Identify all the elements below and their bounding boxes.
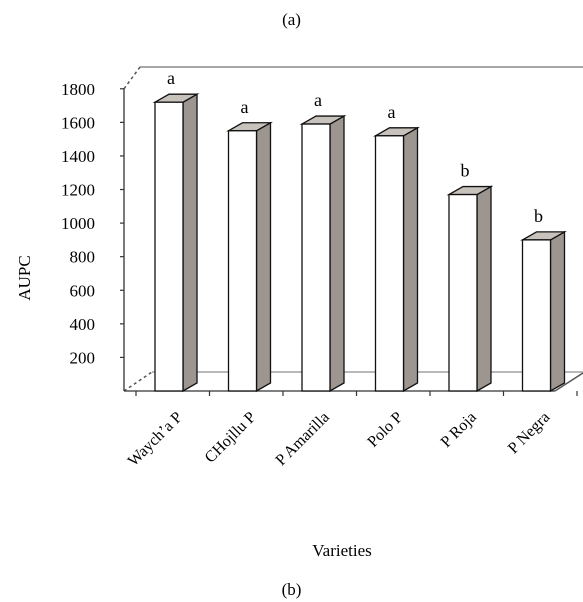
figure-caption-top: (a)	[282, 10, 301, 29]
bar-side-face	[476, 185, 492, 393]
bar-side-face	[402, 126, 419, 393]
bar-side-face	[255, 121, 272, 393]
chart-frame	[123, 66, 583, 392]
y-tick-label: 1200	[61, 181, 95, 200]
bar-front-face	[374, 135, 405, 392]
significance-label: a	[314, 90, 322, 110]
figure-caption-bottom: (b)	[281, 580, 302, 599]
bar-front-face	[154, 101, 184, 392]
bar-side-face	[329, 114, 345, 393]
y-tick-label: 200	[70, 348, 96, 367]
bar	[373, 126, 420, 393]
category-label: Waych’a P	[125, 409, 186, 470]
back-wall-left-edge	[123, 66, 141, 90]
significance-label: b	[461, 161, 470, 181]
floor-left-edge	[123, 371, 153, 392]
floor-right-edge	[554, 372, 583, 392]
significance-label: b	[534, 206, 543, 226]
significance-label: a	[241, 97, 249, 117]
bar	[520, 230, 567, 393]
bars	[152, 93, 567, 393]
bar-front-face	[301, 123, 331, 392]
category-label: P Amarilla	[273, 409, 333, 469]
y-tick-label: 1000	[61, 214, 95, 233]
bar	[226, 121, 273, 393]
y-tick-label: 1800	[61, 80, 95, 99]
category-label: P Negra	[505, 409, 553, 457]
x-axis	[124, 390, 578, 396]
bar	[299, 114, 347, 393]
significance-labels: a a a a b b	[167, 68, 543, 226]
category-label: CHojllu P	[202, 409, 260, 467]
bar-front-face	[448, 193, 478, 392]
y-tick-label: 800	[70, 248, 96, 267]
significance-label: a	[167, 68, 175, 88]
bar-front-face	[227, 130, 258, 392]
y-tick-label: 1600	[61, 113, 95, 132]
bar	[446, 185, 494, 393]
y-axis-title: AUPC	[15, 255, 34, 300]
bar	[152, 93, 200, 393]
x-axis-title: Varieties	[312, 541, 371, 560]
y-axis: 200 400 600 800 1000 1200 1400 1600 1800	[61, 80, 125, 391]
y-tick-label: 600	[70, 281, 96, 300]
bar-side-face	[549, 230, 566, 393]
category-label: Polo P	[364, 409, 406, 451]
y-tick-label: 400	[70, 315, 96, 334]
significance-label: a	[388, 102, 396, 122]
bar-front-face	[521, 239, 552, 392]
category-label: P Roja	[438, 409, 480, 451]
bar-side-face	[182, 93, 198, 393]
y-tick-label: 1400	[61, 147, 95, 166]
